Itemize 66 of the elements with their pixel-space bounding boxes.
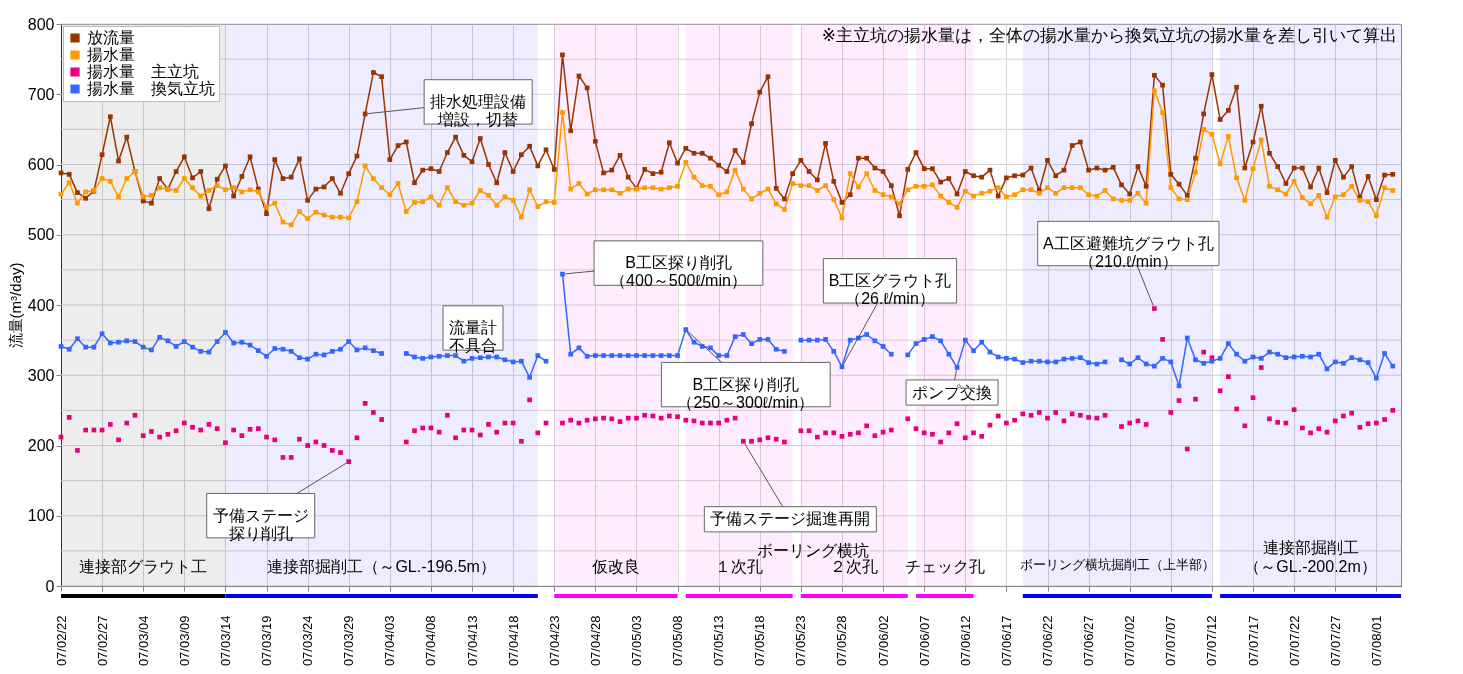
legend-label: 揚水量 xyxy=(87,46,135,63)
x-tick-label: 07/03/24 xyxy=(300,615,316,667)
x-tick-label: 07/05/23 xyxy=(793,615,809,667)
annotation: 流量計不具合 xyxy=(449,319,497,354)
y-tick-label: 500 xyxy=(27,226,55,244)
y-tick-label: 300 xyxy=(27,366,55,384)
x-tick-label: 07/07/22 xyxy=(1286,615,1302,667)
x-tick-label: 07/03/09 xyxy=(176,615,192,667)
annotation: ポンプ交換 xyxy=(912,383,993,401)
x-tick-label: 07/05/18 xyxy=(752,615,768,667)
x-tick-label: 07/07/17 xyxy=(1245,615,1261,667)
band-label: 連接部掘削工（～GL.-196.5m） xyxy=(267,558,496,575)
y-tick-label: 600 xyxy=(27,156,55,173)
legend-label: 放流量 xyxy=(87,29,135,46)
x-tick-label: 07/02/27 xyxy=(94,615,110,667)
band-label: ２次孔 xyxy=(830,558,879,575)
x-tick-label: 07/04/13 xyxy=(464,615,480,667)
x-tick-label: 07/07/12 xyxy=(1204,615,1220,667)
annotation: 排水処理設備増設，切替 xyxy=(430,92,527,128)
x-tick-label: 07/04/28 xyxy=(587,615,603,667)
x-tick-label: 07/04/23 xyxy=(546,615,562,667)
y-tick-label: 100 xyxy=(27,507,55,525)
x-tick-label: 07/06/17 xyxy=(998,615,1014,667)
y-tick-label: 0 xyxy=(45,577,55,595)
x-tick-label: 07/06/07 xyxy=(916,615,932,667)
x-tick-label: 07/03/14 xyxy=(217,615,233,667)
x-tick-label: 07/02/22 xyxy=(53,615,69,667)
x-tick-label: 07/06/12 xyxy=(957,615,973,667)
y-tick-label: 800 xyxy=(27,15,55,33)
y-tick-label: 700 xyxy=(27,85,55,103)
x-tick-label: 07/05/08 xyxy=(670,615,686,667)
annotation: 予備ステージ掘進再開 xyxy=(710,510,871,528)
annotation: 予備ステージ探り削孔 xyxy=(212,506,309,542)
x-tick-label: 07/04/08 xyxy=(423,615,439,667)
x-tick-label: 07/04/18 xyxy=(505,615,521,667)
x-tick-label: 07/07/27 xyxy=(1327,615,1343,667)
x-tick-label: 07/03/29 xyxy=(341,615,357,667)
y-tick-label: 200 xyxy=(27,437,55,454)
x-tick-label: 07/03/04 xyxy=(135,615,151,667)
band-label: 連接部グラウト工 xyxy=(79,558,208,575)
x-tick-label: 07/03/19 xyxy=(259,615,275,667)
band-label: １次孔 xyxy=(715,558,764,575)
band-label: 連接部掘削工（～GL.-200.2m） xyxy=(1244,539,1377,575)
annotation: B工区探り削孔（400～500ℓ/min） xyxy=(610,254,747,290)
x-tick-label: 07/04/03 xyxy=(382,615,398,667)
x-tick-label: 07/06/22 xyxy=(1040,615,1055,667)
x-tick-label: 07/05/13 xyxy=(711,615,727,667)
band-label: チェック孔 xyxy=(904,558,985,575)
legend-label: 揚水量 換気立坑 xyxy=(87,80,215,97)
x-tick-label: 07/06/02 xyxy=(875,615,891,667)
y-tick-label: 400 xyxy=(27,296,55,314)
legend-label: 揚水量 主立坑 xyxy=(87,63,199,80)
annotation: ※主立坑の揚水量は，全体の揚水量から換気立坑の揚水量を差し引いて算出 xyxy=(821,26,1397,45)
x-tick-label: 07/05/03 xyxy=(628,615,644,667)
annotation: A工区避難坑グラウト孔（210.ℓ/min） xyxy=(1043,234,1214,270)
x-tick-label: 07/06/27 xyxy=(1081,615,1097,667)
x-tick-label: 07/07/07 xyxy=(1163,615,1179,667)
y-axis-title: 流量(m³/day) xyxy=(6,262,24,349)
x-tick-label: 07/05/28 xyxy=(834,615,850,667)
x-tick-label: 07/08/01 xyxy=(1368,615,1384,667)
band-label: ボーリング横坑掘削工（上半部） xyxy=(1019,557,1215,572)
x-tick-label: 07/07/02 xyxy=(1122,615,1138,667)
band-label: 仮改良 xyxy=(590,558,640,575)
annotation: B工区探り削孔（250～300ℓ/min） xyxy=(677,375,815,411)
annotation: B工区グラウト孔（26.ℓ/min） xyxy=(828,271,952,307)
annotation: ボーリング横坑 xyxy=(757,542,869,559)
